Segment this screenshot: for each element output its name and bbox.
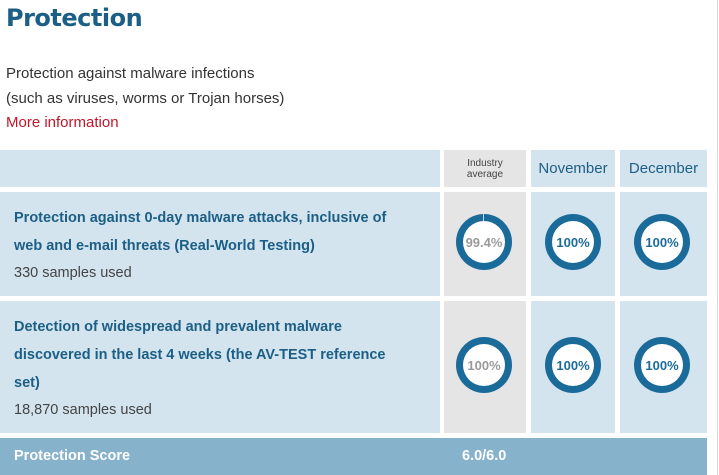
row1-industry-average-cell: 99.4% <box>444 192 526 296</box>
score-value: 100% <box>645 357 679 373</box>
score-ring: 100% <box>634 337 690 393</box>
column-header-november: November <box>531 150 615 187</box>
row2-november-cell: 100% <box>531 301 615 433</box>
protection-score-value: 6.0/6.0 <box>462 448 507 464</box>
table-row-real-world: Protection against 0-day malware attacks… <box>0 192 440 296</box>
score-ring: 99.4% <box>456 214 512 270</box>
row2-industry-average-cell: 100% <box>444 301 526 433</box>
november-label: November <box>538 160 608 177</box>
score-ring: 100% <box>456 337 512 393</box>
row-title-line: set) <box>14 375 40 391</box>
column-header-december: December <box>620 150 707 187</box>
row-title-line: discovered in the last 4 weeks (the AV-T… <box>14 347 386 363</box>
protection-score-label: Protection Score <box>14 448 131 464</box>
row-title-line: Detection of widespread and prevalent ma… <box>14 319 342 335</box>
row-samples: 330 samples used <box>14 265 132 281</box>
industry-average-label: Industry average <box>466 157 504 180</box>
row-title-line: Protection against 0-day malware attacks… <box>14 210 387 226</box>
table-row-reference-set: Detection of widespread and prevalent ma… <box>0 301 440 433</box>
row1-december-cell: 100% <box>620 192 707 296</box>
column-header-industry-average: Industry average <box>444 150 526 187</box>
row1-november-cell: 100% <box>531 192 615 296</box>
section-description-line-1: Protection against malware infections <box>6 65 255 82</box>
section-description-line-2: (such as viruses, worms or Trojan horses… <box>6 90 285 107</box>
score-ring: 100% <box>634 214 690 270</box>
protection-score-row: Protection Score 6.0/6.0 <box>0 438 707 475</box>
score-value: 100% <box>645 234 679 250</box>
score-value: 100% <box>556 234 590 250</box>
score-ring: 100% <box>545 337 601 393</box>
row-samples: 18,870 samples used <box>14 402 152 418</box>
header-blank-cell <box>0 150 440 187</box>
row2-december-cell: 100% <box>620 301 707 433</box>
row-title-line: web and e-mail threats (Real-World Testi… <box>14 238 315 254</box>
more-information-link[interactable]: More information <box>6 114 119 131</box>
score-value: 100% <box>467 357 501 373</box>
score-ring: 100% <box>545 214 601 270</box>
score-value: 100% <box>556 357 590 373</box>
december-label: December <box>628 160 699 177</box>
section-title: Protection <box>6 4 143 32</box>
score-value: 99.4% <box>465 234 503 250</box>
